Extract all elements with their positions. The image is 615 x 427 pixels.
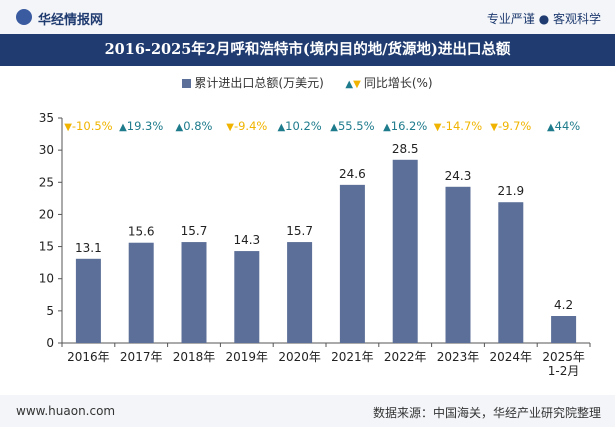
bar	[128, 242, 154, 343]
legend-bar-swatch	[182, 79, 192, 88]
y-tick-label: 10	[39, 272, 54, 286]
y-tick-label: 5	[46, 304, 54, 318]
top-bar: 华经情报网 专业严谨 ● 客观科学	[0, 0, 615, 34]
x-tick-label: 2018年	[173, 350, 216, 364]
data-label: 4.2	[554, 298, 573, 312]
bar-chart: 0 5 10 15 20 25 30 35 13.1 2016年 ▼-10.5% 15.6 2017年 ▲…	[39, 111, 591, 378]
x-tick-label: 2016年	[67, 350, 110, 364]
growth-label: ▲55.5%	[330, 119, 374, 133]
growth-label: ▼-9.4%	[226, 119, 267, 133]
growth-label: ▼-9.7%	[490, 119, 531, 133]
brand-logo-icon	[16, 9, 32, 25]
bar	[75, 258, 101, 343]
bar	[445, 186, 471, 343]
x-tick-label: 2023年	[437, 350, 480, 364]
legend-series1-label: 累计进出口总额(万美元)	[194, 76, 324, 90]
data-source: 数据来源：中国海关，华经产业研究院整理	[372, 406, 601, 420]
y-tick-label: 0	[46, 336, 54, 350]
y-tick-label: 25	[39, 175, 54, 189]
legend-series2-label: 同比增长(%)	[363, 76, 433, 90]
growth-label: ▲0.8%	[176, 119, 213, 133]
data-label: 28.5	[392, 142, 419, 156]
footer: www.huaon.com 数据来源：中国海关，华经产业研究院整理	[0, 395, 615, 427]
brand-name: 华经情报网	[38, 13, 104, 28]
data-label: 15.6	[128, 225, 155, 239]
growth-label: ▼-14.7%	[434, 119, 482, 133]
bar	[339, 184, 365, 343]
legend-down-triangle-icon: ▼	[353, 79, 361, 90]
y-tick-label: 30	[39, 143, 54, 157]
legend-up-triangle-icon: ▲	[345, 79, 354, 90]
x-tick-label: 2019年	[226, 350, 269, 364]
x-tick-label: 2024年	[490, 350, 533, 364]
x-tick-label: 2021年	[331, 350, 374, 364]
data-label: 15.7	[286, 224, 313, 238]
data-label: 21.9	[497, 184, 524, 198]
bar	[551, 316, 577, 343]
growth-label: ▲16.2%	[383, 119, 427, 133]
x-tick-label: 1-2月	[548, 364, 580, 378]
bar	[287, 242, 313, 343]
bar	[392, 159, 418, 343]
data-label: 24.6	[339, 167, 366, 181]
chart-title: 2016-2025年2月呼和浩特市(境内目的地/货源地)进出口总额	[0, 34, 615, 66]
x-tick-label: 2025年	[542, 350, 585, 364]
data-label: 15.7	[181, 224, 208, 238]
site-url: www.huaon.com	[16, 404, 116, 418]
bar	[498, 202, 524, 343]
growth-label: ▲44%	[547, 119, 580, 133]
growth-label: ▲10.2%	[277, 119, 321, 133]
bar	[234, 251, 260, 343]
y-tick-label: 35	[39, 111, 54, 125]
data-label: 14.3	[233, 233, 260, 247]
legend: 累计进出口总额(万美元) ▲▼ 同比增长(%)	[0, 74, 615, 91]
slogan: 专业严谨 ● 客观科学	[486, 12, 601, 26]
growth-label: ▼-10.5%	[64, 119, 112, 133]
bar	[181, 242, 207, 343]
x-tick-label: 2022年	[384, 350, 427, 364]
y-tick-label: 15	[39, 240, 54, 254]
growth-label: ▲19.3%	[119, 119, 163, 133]
data-label: 13.1	[75, 241, 102, 255]
x-tick-label: 2020年	[278, 350, 321, 364]
data-label: 24.3	[445, 169, 472, 183]
x-tick-label: 2017年	[120, 350, 163, 364]
y-tick-label: 20	[39, 207, 54, 221]
